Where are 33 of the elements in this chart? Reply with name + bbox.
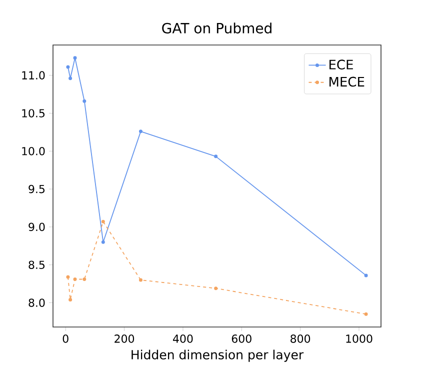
point — [138, 278, 142, 282]
point — [68, 298, 72, 302]
point — [66, 275, 70, 279]
legend-label: MECE — [330, 76, 364, 87]
y-tick-label: 9.5 — [28, 184, 45, 194]
point — [82, 99, 86, 103]
point — [73, 56, 77, 60]
x-tick-label: 0 — [62, 334, 68, 343]
point — [68, 76, 72, 80]
x-tick-label: 1000 — [346, 334, 372, 343]
point — [214, 286, 218, 290]
x-axis-title: Hidden dimension per layer — [132, 350, 304, 362]
x-tick-label: 200 — [114, 334, 134, 343]
point — [364, 274, 368, 278]
x-tick-label: 400 — [173, 334, 193, 343]
x-tick-label: 800 — [290, 334, 310, 343]
point — [101, 220, 105, 224]
point — [82, 277, 86, 281]
point — [364, 312, 368, 316]
y-tick-label: 11.0 — [22, 71, 45, 80]
point — [214, 154, 218, 158]
y-tick-label: 8.0 — [28, 298, 45, 307]
x-tick-label: 600 — [232, 334, 252, 343]
y-tick-label: 10.5 — [22, 109, 45, 118]
y-tick-label: 8.5 — [28, 260, 45, 269]
chart-title: GAT on Pubmed — [162, 22, 272, 34]
y-tick-label: 10.0 — [22, 146, 45, 156]
point — [66, 65, 70, 69]
point — [138, 130, 142, 134]
legend-label: ECE — [330, 60, 353, 70]
y-tick-label: 9.0 — [28, 222, 45, 232]
point — [101, 240, 105, 244]
point — [73, 277, 77, 281]
